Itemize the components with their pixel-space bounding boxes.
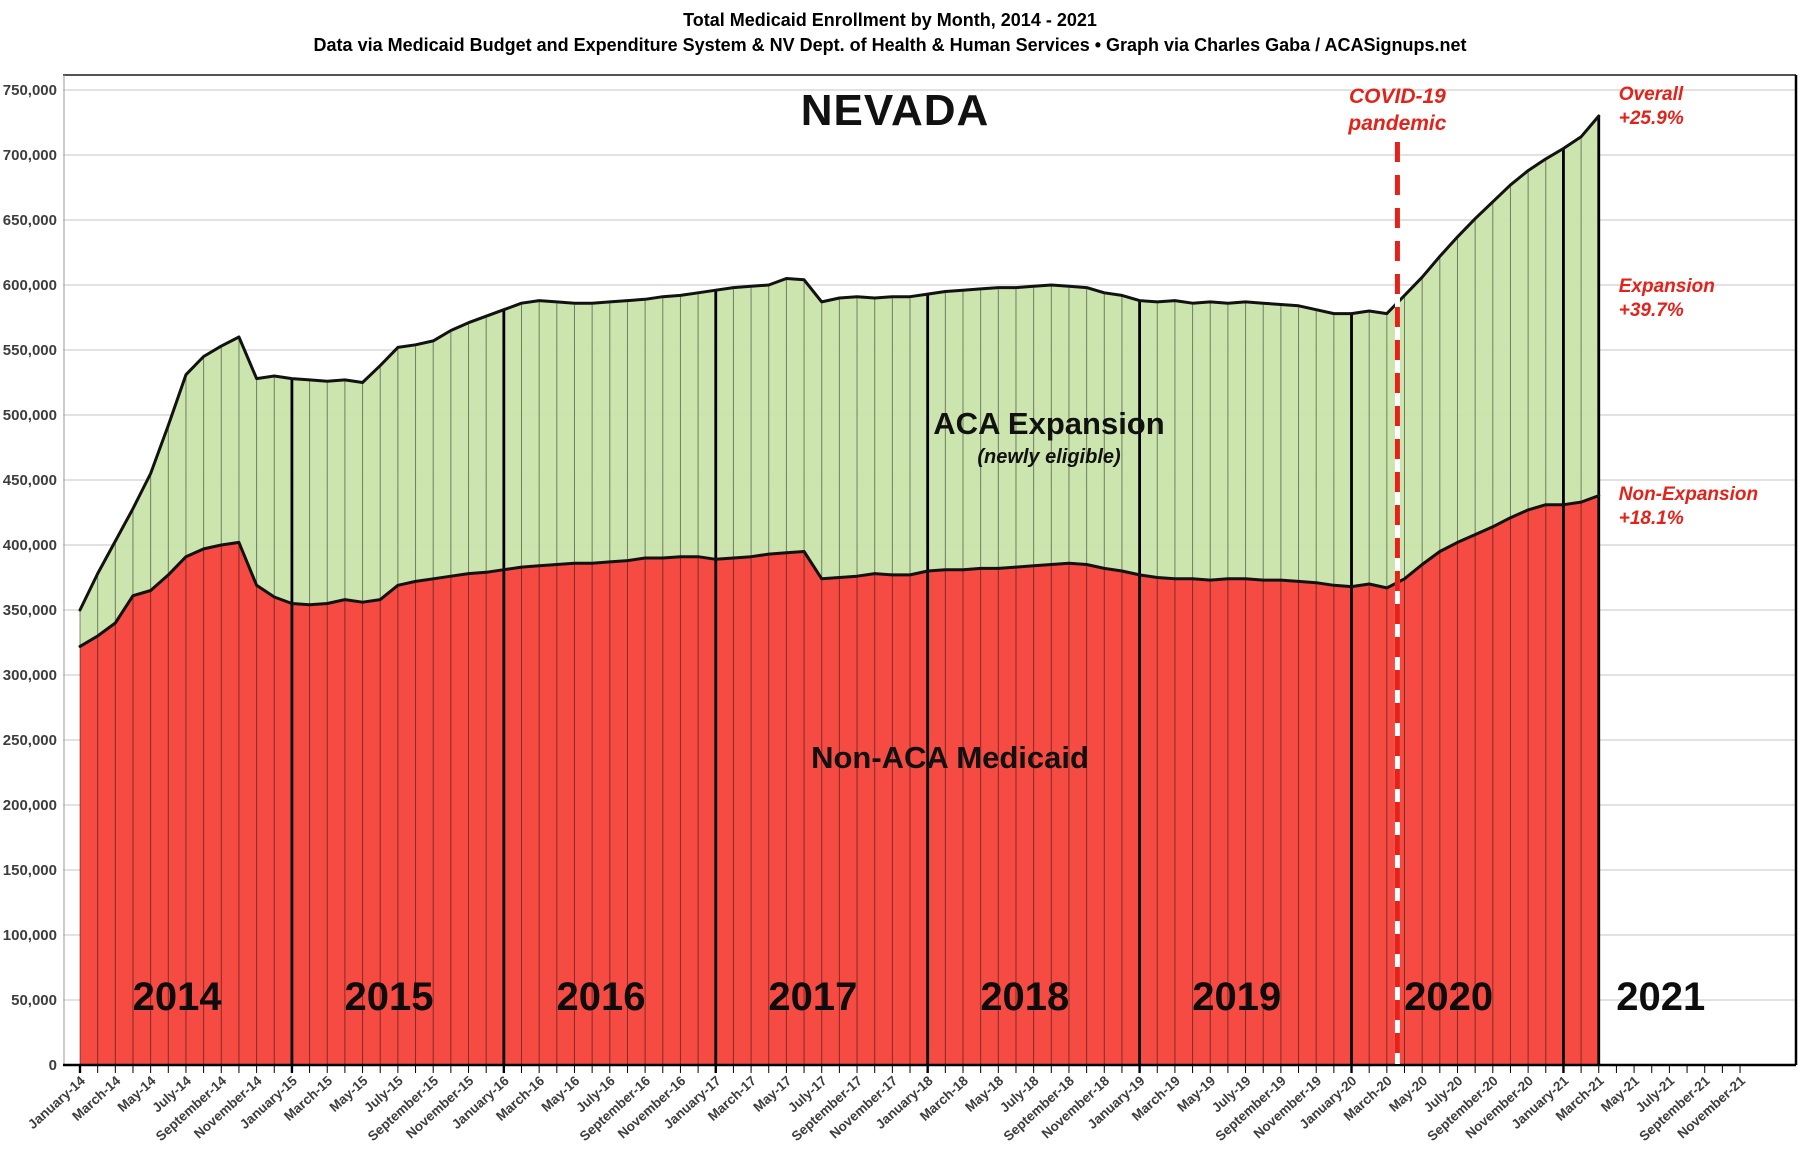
growth-annotation: Overall bbox=[1619, 84, 1684, 105]
y-axis-label: 100,000 bbox=[3, 927, 57, 944]
chart-subtitle: Data via Medicaid Budget and Expenditure… bbox=[313, 35, 1467, 55]
y-axis-label: 600,000 bbox=[3, 277, 57, 294]
state-label: NEVADA bbox=[801, 86, 990, 135]
y-axis-label: 50,000 bbox=[11, 992, 57, 1009]
year-label: 2020 bbox=[1404, 975, 1493, 1019]
y-axis-label: 650,000 bbox=[3, 212, 57, 229]
year-label: 2019 bbox=[1192, 975, 1281, 1019]
year-label: 2014 bbox=[133, 975, 223, 1019]
covid-label-line2: pandemic bbox=[1347, 112, 1446, 135]
y-axis-label: 150,000 bbox=[3, 862, 57, 879]
y-axis-label: 450,000 bbox=[3, 472, 57, 489]
year-label: 2018 bbox=[980, 975, 1069, 1019]
growth-annotation: Non-Expansion bbox=[1619, 484, 1758, 505]
y-axis-label: 550,000 bbox=[3, 342, 57, 359]
total-outline bbox=[78, 114, 1601, 612]
y-axis-label: 750,000 bbox=[3, 82, 57, 99]
growth-annotation-value: +25.9% bbox=[1619, 108, 1684, 129]
non-aca-outline bbox=[78, 494, 1601, 648]
year-label: 2017 bbox=[768, 975, 857, 1019]
growth-annotation-value: +39.7% bbox=[1619, 300, 1684, 321]
y-axis-label: 500,000 bbox=[3, 407, 57, 424]
growth-annotation-value: +18.1% bbox=[1619, 508, 1684, 529]
y-axis-label: 250,000 bbox=[3, 732, 57, 749]
y-axis-label: 400,000 bbox=[3, 537, 57, 554]
year-label: 2016 bbox=[556, 975, 645, 1019]
y-axis-label: 200,000 bbox=[3, 797, 57, 814]
non-aca-label: Non-ACA Medicaid bbox=[811, 740, 1089, 775]
year-label: 2015 bbox=[345, 975, 434, 1019]
aca-expansion-sublabel: (newly eligible) bbox=[977, 446, 1121, 468]
aca-expansion-label: ACA Expansion bbox=[933, 406, 1164, 441]
y-axis-label: 300,000 bbox=[3, 667, 57, 684]
covid-label-line1: COVID-19 bbox=[1349, 85, 1446, 108]
y-axis-label: 350,000 bbox=[3, 602, 57, 619]
non-aca-area bbox=[80, 495, 1599, 1066]
growth-annotation: Expansion bbox=[1619, 276, 1715, 297]
year-label: 2021 bbox=[1616, 975, 1705, 1019]
y-axis-label: 700,000 bbox=[3, 147, 57, 164]
chart-title: Total Medicaid Enrollment by Month, 2014… bbox=[683, 10, 1097, 30]
y-axis-label: 0 bbox=[49, 1057, 57, 1074]
